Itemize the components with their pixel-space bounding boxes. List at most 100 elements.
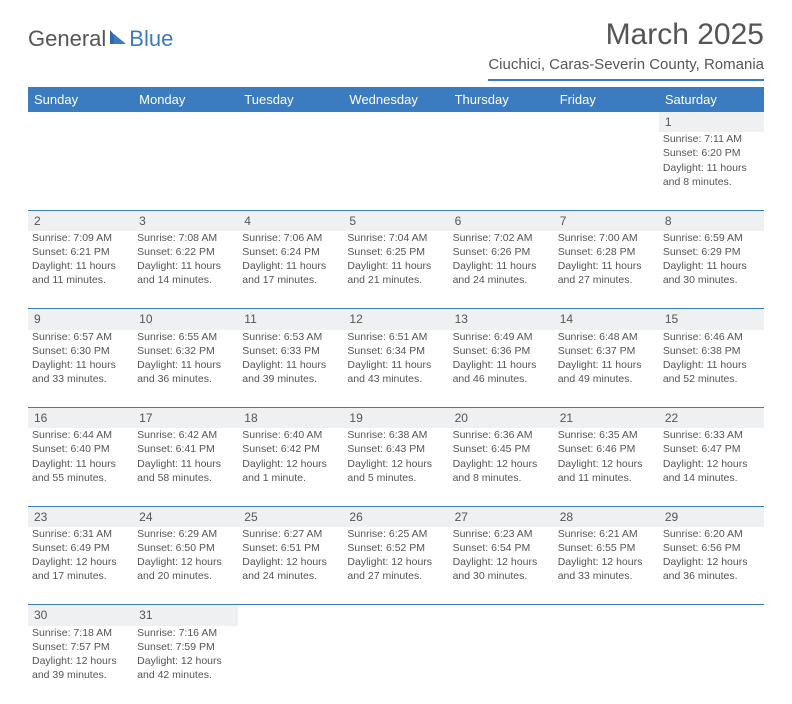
day-number-row: 1 xyxy=(28,112,764,132)
day-number-cell: 8 xyxy=(659,210,764,231)
weekday-header: Friday xyxy=(554,87,659,112)
day-number-cell: 21 xyxy=(554,408,659,429)
weekday-header: Monday xyxy=(133,87,238,112)
daylight-text-1: Daylight: 11 hours xyxy=(137,259,234,273)
daylight-text-1: Daylight: 12 hours xyxy=(453,555,550,569)
day-number-row: 16171819202122 xyxy=(28,408,764,429)
day-cell: Sunrise: 6:46 AMSunset: 6:38 PMDaylight:… xyxy=(659,330,764,408)
daylight-text-1: Daylight: 12 hours xyxy=(347,457,444,471)
day-number-cell xyxy=(449,605,554,626)
sunrise-text: Sunrise: 6:27 AM xyxy=(242,527,339,541)
daylight-text-2: and 52 minutes. xyxy=(663,372,760,386)
day-cell xyxy=(554,132,659,210)
daylight-text-1: Daylight: 11 hours xyxy=(32,457,129,471)
daylight-text-1: Daylight: 11 hours xyxy=(32,358,129,372)
day-cell: Sunrise: 7:18 AMSunset: 7:57 PMDaylight:… xyxy=(28,626,133,704)
day-number-cell: 2 xyxy=(28,210,133,231)
daylight-text-2: and 17 minutes. xyxy=(32,569,129,583)
day-number-cell: 27 xyxy=(449,506,554,527)
daylight-text-1: Daylight: 12 hours xyxy=(453,457,550,471)
daylight-text-2: and 36 minutes. xyxy=(663,569,760,583)
daylight-text-1: Daylight: 12 hours xyxy=(347,555,444,569)
day-number-cell: 30 xyxy=(28,605,133,626)
sunset-text: Sunset: 6:38 PM xyxy=(663,344,760,358)
daylight-text-1: Daylight: 11 hours xyxy=(242,358,339,372)
sunset-text: Sunset: 6:45 PM xyxy=(453,442,550,456)
daylight-text-2: and 33 minutes. xyxy=(32,372,129,386)
sunset-text: Sunset: 6:46 PM xyxy=(558,442,655,456)
sunrise-text: Sunrise: 6:49 AM xyxy=(453,330,550,344)
sunset-text: Sunset: 6:36 PM xyxy=(453,344,550,358)
daylight-text-1: Daylight: 11 hours xyxy=(453,358,550,372)
day-content-row: Sunrise: 6:44 AMSunset: 6:40 PMDaylight:… xyxy=(28,428,764,506)
daylight-text-2: and 49 minutes. xyxy=(558,372,655,386)
daylight-text-1: Daylight: 11 hours xyxy=(32,259,129,273)
weekday-header: Tuesday xyxy=(238,87,343,112)
day-cell: Sunrise: 6:53 AMSunset: 6:33 PMDaylight:… xyxy=(238,330,343,408)
day-cell: Sunrise: 7:02 AMSunset: 6:26 PMDaylight:… xyxy=(449,231,554,309)
daylight-text-1: Daylight: 11 hours xyxy=(558,259,655,273)
sunset-text: Sunset: 7:57 PM xyxy=(32,640,129,654)
day-number-cell: 23 xyxy=(28,506,133,527)
sunset-text: Sunset: 6:34 PM xyxy=(347,344,444,358)
day-cell: Sunrise: 7:06 AMSunset: 6:24 PMDaylight:… xyxy=(238,231,343,309)
day-number-cell: 1 xyxy=(659,112,764,132)
day-cell: Sunrise: 6:35 AMSunset: 6:46 PMDaylight:… xyxy=(554,428,659,506)
header: General Blue March 2025 Ciuchici, Caras-… xyxy=(28,18,764,81)
sunrise-text: Sunrise: 6:25 AM xyxy=(347,527,444,541)
day-cell: Sunrise: 7:00 AMSunset: 6:28 PMDaylight:… xyxy=(554,231,659,309)
sunset-text: Sunset: 6:42 PM xyxy=(242,442,339,456)
sunset-text: Sunset: 6:21 PM xyxy=(32,245,129,259)
logo-text-2: Blue xyxy=(129,26,173,52)
sunset-text: Sunset: 6:22 PM xyxy=(137,245,234,259)
sunset-text: Sunset: 6:37 PM xyxy=(558,344,655,358)
day-number-cell: 16 xyxy=(28,408,133,429)
daylight-text-1: Daylight: 11 hours xyxy=(347,259,444,273)
sunset-text: Sunset: 6:55 PM xyxy=(558,541,655,555)
sunset-text: Sunset: 7:59 PM xyxy=(137,640,234,654)
daylight-text-2: and 11 minutes. xyxy=(558,471,655,485)
daylight-text-1: Daylight: 11 hours xyxy=(663,259,760,273)
day-number-cell xyxy=(659,605,764,626)
day-number-cell: 5 xyxy=(343,210,448,231)
sunset-text: Sunset: 6:25 PM xyxy=(347,245,444,259)
daylight-text-2: and 30 minutes. xyxy=(663,273,760,287)
weekday-header: Thursday xyxy=(449,87,554,112)
day-number-cell xyxy=(554,605,659,626)
daylight-text-2: and 46 minutes. xyxy=(453,372,550,386)
sunrise-text: Sunrise: 6:35 AM xyxy=(558,428,655,442)
day-cell: Sunrise: 6:27 AMSunset: 6:51 PMDaylight:… xyxy=(238,527,343,605)
logo-sail-icon xyxy=(108,26,128,52)
day-content-row: Sunrise: 7:09 AMSunset: 6:21 PMDaylight:… xyxy=(28,231,764,309)
day-number-cell xyxy=(343,605,448,626)
sunset-text: Sunset: 6:52 PM xyxy=(347,541,444,555)
daylight-text-2: and 14 minutes. xyxy=(137,273,234,287)
sunrise-text: Sunrise: 7:00 AM xyxy=(558,231,655,245)
day-cell: Sunrise: 6:57 AMSunset: 6:30 PMDaylight:… xyxy=(28,330,133,408)
day-cell xyxy=(238,132,343,210)
daylight-text-2: and 39 minutes. xyxy=(242,372,339,386)
day-number-cell xyxy=(28,112,133,132)
day-cell: Sunrise: 6:49 AMSunset: 6:36 PMDaylight:… xyxy=(449,330,554,408)
day-content-row: Sunrise: 6:57 AMSunset: 6:30 PMDaylight:… xyxy=(28,330,764,408)
sunrise-text: Sunrise: 6:31 AM xyxy=(32,527,129,541)
day-cell: Sunrise: 6:21 AMSunset: 6:55 PMDaylight:… xyxy=(554,527,659,605)
day-content-row: Sunrise: 7:11 AMSunset: 6:20 PMDaylight:… xyxy=(28,132,764,210)
day-number-cell: 12 xyxy=(343,309,448,330)
day-number-cell: 17 xyxy=(133,408,238,429)
sunrise-text: Sunrise: 7:08 AM xyxy=(137,231,234,245)
daylight-text-1: Daylight: 11 hours xyxy=(453,259,550,273)
sunset-text: Sunset: 6:28 PM xyxy=(558,245,655,259)
sunrise-text: Sunrise: 6:44 AM xyxy=(32,428,129,442)
sunrise-text: Sunrise: 6:36 AM xyxy=(453,428,550,442)
sunrise-text: Sunrise: 6:42 AM xyxy=(137,428,234,442)
daylight-text-1: Daylight: 12 hours xyxy=(242,457,339,471)
sunrise-text: Sunrise: 6:53 AM xyxy=(242,330,339,344)
daylight-text-1: Daylight: 11 hours xyxy=(242,259,339,273)
day-number-cell: 26 xyxy=(343,506,448,527)
sunrise-text: Sunrise: 6:33 AM xyxy=(663,428,760,442)
logo: General Blue xyxy=(28,18,173,52)
sunrise-text: Sunrise: 6:55 AM xyxy=(137,330,234,344)
day-cell xyxy=(133,132,238,210)
daylight-text-1: Daylight: 12 hours xyxy=(663,555,760,569)
